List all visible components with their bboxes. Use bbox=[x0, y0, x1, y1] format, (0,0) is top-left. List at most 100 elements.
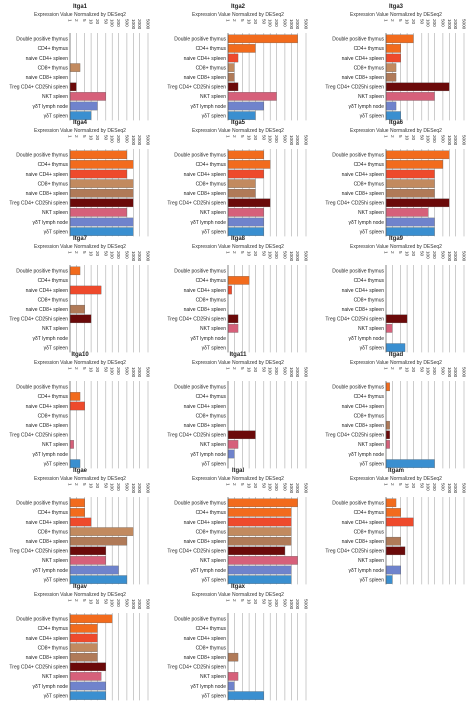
bar bbox=[227, 188, 256, 198]
chart-subtitle: Expression Value Normalized by DESeq2 bbox=[192, 476, 284, 482]
chart-subtitle: Expression Value Normalized by DESeq2 bbox=[34, 360, 126, 366]
tick-label: 10 bbox=[247, 251, 252, 257]
bar bbox=[385, 208, 429, 217]
tick-label: 5 bbox=[240, 599, 245, 602]
category-label: γδT spleen bbox=[202, 345, 227, 351]
tick-label: 2 bbox=[74, 19, 79, 22]
tick-label: 2 bbox=[232, 251, 237, 254]
tick-label: 2000 bbox=[453, 367, 458, 378]
category-label: CD4+ thymus bbox=[196, 394, 227, 400]
chart-panel: Itgal Expression Value Normalized by DESe… bbox=[160, 466, 316, 585]
tick-label: 2 bbox=[390, 367, 395, 370]
category-label: CD8+ thymus bbox=[196, 529, 227, 535]
category-label: CD4+ thymus bbox=[354, 46, 385, 52]
category-label: γδT spleen bbox=[202, 693, 227, 699]
category-label: naive CD4+ spleen bbox=[184, 56, 227, 62]
category-label: NKT spleen bbox=[42, 674, 68, 680]
tick-label: 20 bbox=[411, 19, 416, 25]
tick-label: 100 bbox=[268, 367, 273, 375]
tick-label: 5000 bbox=[146, 483, 151, 494]
bar bbox=[385, 517, 414, 527]
category-label: CD4+ thymus bbox=[354, 510, 385, 516]
chart-panel: Itgax Expression Value Normalized by DESe… bbox=[160, 582, 316, 701]
tick-label: 1 bbox=[226, 135, 231, 138]
tick-label: 1000 bbox=[131, 19, 136, 30]
tick-label: 2 bbox=[74, 251, 79, 254]
category-label: CD4+ thymus bbox=[38, 510, 69, 516]
bar bbox=[227, 34, 298, 44]
tick-label: 500 bbox=[440, 483, 445, 491]
tick-label: 500 bbox=[440, 367, 445, 375]
category-label: CD4+ thymus bbox=[196, 162, 227, 168]
category-label: NKT spleen bbox=[42, 558, 68, 564]
category-label: CD4+ thymus bbox=[196, 46, 227, 52]
category-label: naive CD4+ spleen bbox=[342, 520, 385, 526]
tick-label: 20 bbox=[411, 483, 416, 489]
bar bbox=[69, 63, 81, 72]
tick-label: 5 bbox=[398, 483, 403, 486]
tick-label: 10 bbox=[89, 251, 94, 257]
chart-subtitle: Expression Value Normalized by DESeq2 bbox=[192, 12, 284, 18]
bar bbox=[227, 198, 271, 208]
bar bbox=[227, 556, 298, 565]
category-label: γδT lymph node bbox=[349, 568, 385, 574]
tick-label: 200 bbox=[432, 135, 437, 143]
chart-subtitle: Expression Value Normalized by DESeq2 bbox=[350, 244, 442, 250]
tick-label: 2 bbox=[232, 367, 237, 370]
category-label: NKT spleen bbox=[200, 94, 226, 100]
bar-chart-svg: 1 2 5 10 20 50 100 200 500 1000 2000 5000 Double pos… bbox=[167, 367, 309, 469]
tick-label: 50 bbox=[261, 483, 266, 489]
tick-label: 10 bbox=[89, 483, 94, 489]
chart-subtitle: Expression Value Normalized by DESeq2 bbox=[34, 12, 126, 18]
tick-label: 5000 bbox=[462, 19, 467, 30]
chart-panel: Itga11 Expression Value Normalized by DES… bbox=[160, 350, 316, 469]
tick-label: 2 bbox=[232, 135, 237, 138]
tick-label: 20 bbox=[411, 135, 416, 141]
category-label: Treg CD4+ CD25hi spleen bbox=[325, 317, 384, 323]
bar bbox=[69, 401, 85, 411]
tick-label: 5000 bbox=[462, 135, 467, 146]
category-label: γδT lymph node bbox=[349, 220, 385, 226]
tick-label: 2 bbox=[390, 251, 395, 254]
chart-title: Itgax bbox=[230, 584, 245, 590]
tick-label: 1000 bbox=[447, 19, 452, 30]
tick-label: 5 bbox=[398, 135, 403, 138]
bar bbox=[227, 652, 239, 662]
category-label: naive CD8+ spleen bbox=[26, 191, 69, 197]
category-label: γδT lymph node bbox=[191, 220, 227, 226]
category-label: CD4+ thymus bbox=[196, 626, 227, 632]
chart-subtitle: Expression Value Normalized by DESeq2 bbox=[350, 128, 442, 134]
category-label: Treg CD4+ CD25hi spleen bbox=[325, 201, 384, 207]
bar bbox=[69, 652, 98, 662]
tick-label: 50 bbox=[261, 135, 266, 141]
tick-label: 5000 bbox=[304, 367, 309, 378]
bar bbox=[69, 662, 106, 672]
bar bbox=[227, 672, 239, 681]
tick-label: 100 bbox=[110, 251, 115, 259]
category-label: CD8+ thymus bbox=[354, 529, 385, 535]
tick-label: 50 bbox=[103, 251, 108, 257]
tick-label: 5000 bbox=[304, 599, 309, 610]
chart-panel: Itga4 Expression Value Normalized by DESe… bbox=[2, 118, 158, 237]
tick-label: 500 bbox=[282, 367, 287, 375]
chart-subtitle: Expression Value Normalized by DESeq2 bbox=[192, 128, 284, 134]
category-label: CD8+ thymus bbox=[38, 645, 69, 651]
category-label: CD8+ thymus bbox=[38, 529, 69, 535]
chart-subtitle: Expression Value Normalized by DESeq2 bbox=[192, 244, 284, 250]
tick-label: 5000 bbox=[304, 251, 309, 262]
tick-label: 1000 bbox=[131, 251, 136, 262]
bar bbox=[227, 179, 256, 188]
bar bbox=[69, 266, 81, 276]
tick-label: 200 bbox=[274, 367, 279, 375]
bar bbox=[69, 681, 106, 691]
tick-label: 100 bbox=[426, 367, 431, 375]
category-label: γδT spleen bbox=[44, 345, 69, 351]
category-label: NKT spleen bbox=[42, 210, 68, 216]
bar-chart-svg: 1 2 5 10 20 50 100 200 500 1000 2000 5000 Double pos… bbox=[9, 251, 151, 353]
tick-label: 10 bbox=[405, 367, 410, 373]
category-label: Double positive thymus bbox=[16, 153, 68, 159]
bar bbox=[69, 546, 106, 556]
tick-label: 10 bbox=[405, 19, 410, 25]
bar bbox=[227, 681, 235, 691]
bar bbox=[385, 536, 401, 546]
